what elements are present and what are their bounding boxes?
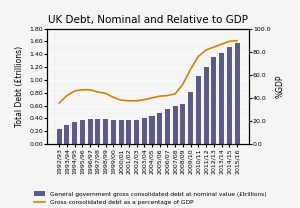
Bar xyxy=(212,57,216,144)
Gross consolidated debt as a percentage of GDP xyxy=(112,96,115,99)
Bar xyxy=(235,43,240,144)
Legend: General government gross consolidated debt at nominal value (£trillions), Gross : General government gross consolidated de… xyxy=(31,189,269,207)
Gross consolidated debt as a percentage of GDP xyxy=(150,97,154,99)
Y-axis label: %GDP: %GDP xyxy=(276,75,285,98)
Gross consolidated debt as a percentage of GDP xyxy=(96,91,100,93)
Bar xyxy=(64,125,69,144)
Bar xyxy=(188,92,193,144)
Gross consolidated debt as a percentage of GDP xyxy=(65,94,69,97)
Y-axis label: Total Debt (£trillions): Total Debt (£trillions) xyxy=(15,46,24,127)
Bar xyxy=(180,104,185,144)
Bar xyxy=(80,120,85,144)
Bar xyxy=(173,106,178,144)
Bar xyxy=(165,109,170,144)
Title: UK Debt, Nominal and Relative to GDP: UK Debt, Nominal and Relative to GDP xyxy=(48,15,248,25)
Bar xyxy=(57,129,62,144)
Gross consolidated debt as a percentage of GDP xyxy=(196,55,200,58)
Bar xyxy=(196,76,201,144)
Gross consolidated debt as a percentage of GDP xyxy=(81,89,84,91)
Gross consolidated debt as a percentage of GDP xyxy=(88,89,92,91)
Bar xyxy=(95,119,100,144)
Bar xyxy=(204,67,209,144)
Bar xyxy=(142,118,147,144)
Gross consolidated debt as a percentage of GDP xyxy=(173,93,177,95)
Gross consolidated debt as a percentage of GDP xyxy=(57,102,61,104)
Bar xyxy=(111,120,116,144)
Bar xyxy=(72,122,77,144)
Gross consolidated debt as a percentage of GDP xyxy=(220,43,224,45)
Gross consolidated debt as a percentage of GDP xyxy=(189,68,193,70)
Gross consolidated debt as a percentage of GDP xyxy=(142,98,146,101)
Gross consolidated debt as a percentage of GDP xyxy=(135,100,138,102)
Gross consolidated debt as a percentage of GDP xyxy=(228,40,231,42)
Bar xyxy=(88,119,93,144)
Gross consolidated debt as a percentage of GDP xyxy=(104,92,107,94)
Gross consolidated debt as a percentage of GDP xyxy=(204,49,208,51)
Bar xyxy=(134,120,139,144)
Gross consolidated debt as a percentage of GDP xyxy=(181,83,185,85)
Gross consolidated debt as a percentage of GDP xyxy=(73,90,76,92)
Line: Gross consolidated debt as a percentage of GDP: Gross consolidated debt as a percentage … xyxy=(59,41,237,103)
Bar xyxy=(227,47,232,144)
Bar xyxy=(126,120,131,144)
Bar xyxy=(157,113,162,144)
Gross consolidated debt as a percentage of GDP xyxy=(166,94,169,97)
Bar xyxy=(219,53,224,144)
Gross consolidated debt as a percentage of GDP xyxy=(127,100,130,102)
Gross consolidated debt as a percentage of GDP xyxy=(119,99,123,102)
Gross consolidated debt as a percentage of GDP xyxy=(212,46,216,48)
Gross consolidated debt as a percentage of GDP xyxy=(158,95,161,97)
Bar xyxy=(149,116,154,144)
Gross consolidated debt as a percentage of GDP xyxy=(235,40,239,42)
Bar xyxy=(103,119,108,144)
Bar xyxy=(118,120,124,144)
